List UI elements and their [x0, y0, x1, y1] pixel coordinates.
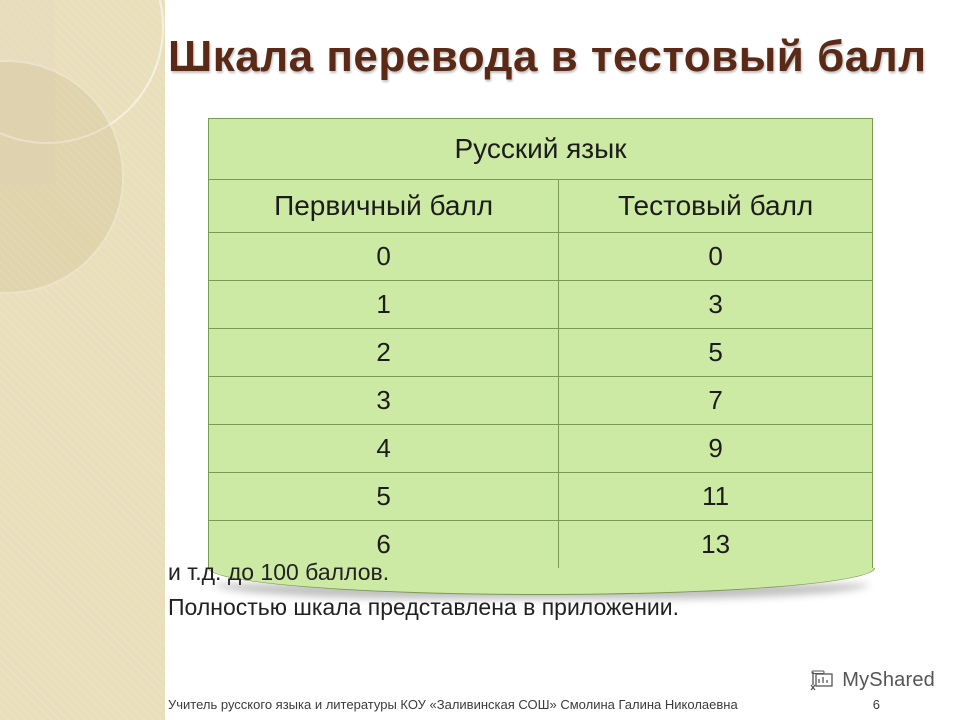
easel-chart-icon: [810, 670, 836, 692]
score-table: Русский язык Первичный балл Тестовый бал…: [208, 118, 873, 569]
myshared-logo: MyShared: [810, 669, 935, 692]
page-title: Шкала перевода в тестовый балл: [168, 32, 927, 82]
table-group-header: Русский язык: [209, 119, 873, 180]
table-row: 0 0: [209, 233, 873, 281]
myshared-wordmark: MyShared: [842, 669, 935, 692]
footnote-text: и т.д. до 100 баллов. Полностью шкала пр…: [168, 555, 679, 624]
table-col-header-primary: Первичный балл: [209, 180, 559, 233]
table-row: 1 3: [209, 281, 873, 329]
table-col-header-test: Тестовый балл: [559, 180, 873, 233]
score-table-container: Русский язык Первичный балл Тестовый бал…: [208, 118, 873, 595]
page-number: 6: [873, 697, 880, 712]
table-row: 3 7: [209, 377, 873, 425]
footer-author: Учитель русского языка и литературы КОУ …: [168, 697, 738, 712]
table-row: 5 11: [209, 473, 873, 521]
score-table-body: 0 0 1 3 2 5 3 7 4 9 5 11: [209, 233, 873, 569]
table-row: 4 9: [209, 425, 873, 473]
table-row: 2 5: [209, 329, 873, 377]
footer-bar: Учитель русского языка и литературы КОУ …: [168, 697, 940, 712]
